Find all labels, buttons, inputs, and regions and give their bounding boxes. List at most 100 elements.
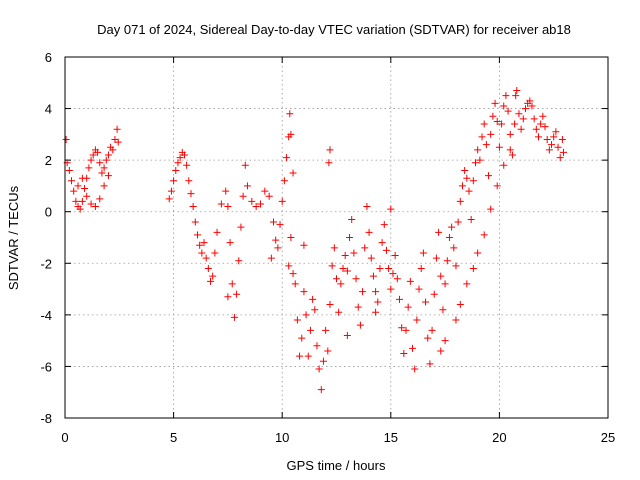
data-point <box>202 254 210 262</box>
data-point <box>296 352 304 360</box>
data-point <box>474 249 482 257</box>
data-point <box>248 197 256 205</box>
data-point <box>361 244 369 252</box>
data-point <box>68 177 76 185</box>
data-point <box>469 264 477 272</box>
y-axis-label: SDTVAR / TECUs <box>6 185 21 290</box>
data-point <box>330 244 338 252</box>
data-point <box>372 288 380 296</box>
data-point <box>306 326 314 334</box>
data-point <box>96 159 104 167</box>
data-point <box>552 128 560 136</box>
data-point <box>300 241 308 249</box>
data-point <box>193 231 201 239</box>
data-point <box>289 270 297 278</box>
data-point <box>346 234 354 241</box>
data-point <box>526 97 534 105</box>
data-point <box>287 130 295 138</box>
data-point <box>411 365 419 373</box>
data-point <box>102 156 110 164</box>
data-point <box>539 112 547 120</box>
data-point <box>354 303 362 311</box>
data-point <box>402 326 410 334</box>
data-point <box>285 262 293 270</box>
x-tick-label: 5 <box>170 430 177 445</box>
data-point <box>74 182 82 190</box>
data-point <box>104 151 112 159</box>
data-point <box>519 115 527 123</box>
data-point <box>243 182 251 190</box>
data-point <box>94 148 102 156</box>
data-point <box>278 197 286 205</box>
data-point <box>472 159 480 167</box>
data-point <box>100 164 108 172</box>
data-point <box>450 244 458 252</box>
data-point <box>83 192 91 200</box>
data-point <box>286 110 294 118</box>
data-point <box>167 187 175 195</box>
data-point <box>517 125 525 133</box>
data-point <box>528 102 536 110</box>
data-point <box>276 221 284 229</box>
data-point <box>413 316 421 324</box>
y-tick-label: 4 <box>45 102 52 117</box>
data-point <box>309 295 317 303</box>
data-point <box>502 92 510 100</box>
data-point <box>87 200 95 208</box>
data-point <box>395 295 403 303</box>
data-point <box>289 169 297 177</box>
data-point <box>482 141 490 149</box>
data-point <box>76 205 84 213</box>
data-point <box>480 120 488 128</box>
y-tick-label: -8 <box>40 411 52 426</box>
data-point <box>365 228 373 236</box>
data-point <box>298 334 306 342</box>
data-point <box>100 182 108 190</box>
data-point <box>513 87 521 95</box>
data-point <box>217 200 225 208</box>
data-point <box>443 257 451 265</box>
data-point <box>261 187 269 195</box>
data-point <box>333 275 340 283</box>
data-point <box>424 334 432 342</box>
data-point <box>380 221 388 229</box>
data-point <box>319 357 327 365</box>
data-point <box>463 174 471 182</box>
data-point <box>343 331 351 339</box>
data-point <box>426 360 434 368</box>
data-point <box>556 154 564 162</box>
data-point <box>176 154 184 162</box>
data-point <box>467 215 475 223</box>
data-point <box>213 228 221 236</box>
data-point <box>387 285 395 293</box>
data-point <box>559 148 567 156</box>
data-point <box>432 254 440 262</box>
data-point <box>391 252 399 260</box>
data-point <box>537 120 545 128</box>
data-point <box>437 347 445 355</box>
y-tick-label: 2 <box>45 153 52 168</box>
data-point <box>515 110 523 118</box>
chart-title: Day 071 of 2024, Sidereal Day-to-day VTE… <box>97 22 571 37</box>
data-point <box>78 174 86 182</box>
data-point <box>226 239 234 247</box>
data-point <box>474 146 482 154</box>
data-point <box>322 326 330 334</box>
data-point <box>283 154 291 162</box>
x-tick-label: 15 <box>384 430 398 445</box>
data-point <box>500 161 508 169</box>
data-point <box>445 234 453 241</box>
data-point <box>267 254 275 262</box>
data-point <box>419 249 427 257</box>
data-point <box>367 254 375 262</box>
data-point <box>363 203 371 211</box>
data-point <box>252 203 260 211</box>
data-point <box>376 264 384 272</box>
data-point <box>393 275 401 283</box>
data-point <box>326 301 334 309</box>
y-tick-label: -6 <box>40 359 52 374</box>
data-point <box>328 262 336 270</box>
data-point <box>235 257 243 265</box>
data-point <box>196 241 204 249</box>
data-point <box>222 187 230 195</box>
